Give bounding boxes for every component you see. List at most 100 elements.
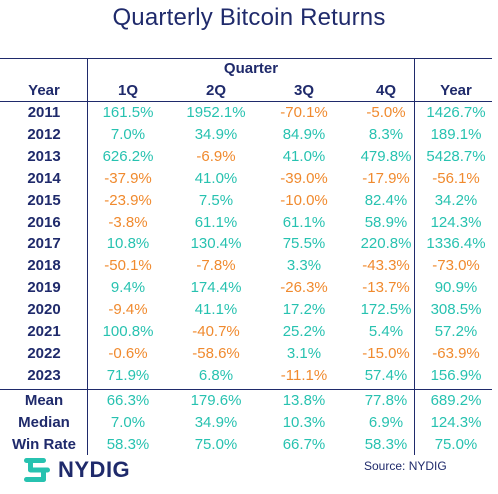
quarter-return-cell: 172.5% [360, 301, 412, 319]
quarter-return-cell: -10.0% [280, 191, 328, 209]
quarter-return-cell: 161.5% [102, 104, 154, 121]
year-label: 2023 [27, 366, 61, 384]
quarter-return-cell: 3.1% [286, 344, 322, 362]
year-label: 2016 [27, 213, 61, 231]
annual-return-cell: 1336.4% [426, 235, 486, 253]
quarter-return-cell: 61.1% [194, 213, 238, 231]
annual-return-cell: 90.9% [434, 279, 478, 297]
quarter-return-cell: -43.3% [362, 257, 410, 275]
annual-return-cell: 189.1% [430, 125, 482, 143]
logo-text: NYDIG [58, 457, 131, 482]
quarter-return-cell: -3.8% [108, 213, 148, 231]
header-rule [0, 101, 492, 102]
quarter-return-cell: 7.5% [198, 191, 234, 209]
quarter-group-header: Quarter [223, 60, 279, 77]
summary-value-cell: 58.3% [106, 435, 150, 453]
quarter-return-cell: -5.0% [366, 104, 406, 121]
annual-return-cell: 308.5% [430, 301, 482, 319]
annual-return-cell: 156.9% [430, 366, 482, 384]
annual-return-cell: 1426.7% [426, 104, 486, 121]
summary-annual-cell: 689.2% [430, 391, 482, 409]
quarter-return-cell: -17.9% [362, 169, 410, 187]
quarter-return-cell: 61.1% [282, 213, 326, 231]
summary-value-cell: 75.0% [194, 435, 238, 453]
source-note: Source: NYDIG [364, 459, 447, 473]
quarter-return-cell: 10.8% [106, 235, 150, 253]
year-label: 2017 [27, 235, 61, 253]
quarter-return-cell: 71.9% [106, 366, 150, 384]
quarter-return-cell: -26.3% [280, 279, 328, 297]
summary-rule [0, 388, 492, 390]
year-label: 2021 [27, 323, 61, 340]
quarter-return-cell: -9.4% [108, 301, 148, 319]
quarter-return-cell: 58.9% [364, 213, 408, 231]
quarter-return-cell: -58.6% [192, 344, 240, 362]
annual-return-cell: 34.2% [434, 191, 478, 209]
year-label: 2019 [27, 279, 61, 297]
quarter-return-cell: -37.9% [104, 169, 152, 187]
quarter-return-cell: 6.8% [198, 366, 234, 384]
quarter-return-cell: -15.0% [362, 344, 410, 362]
quarter-return-cell: 1952.1% [186, 104, 246, 121]
summary-value-cell: 34.9% [194, 413, 238, 431]
quarter-return-cell: 41.0% [194, 169, 238, 187]
quarter-return-cell: -6.9% [196, 147, 236, 165]
quarter-return-cell: 41.0% [282, 147, 326, 165]
quarter-return-cell: 130.4% [190, 235, 242, 253]
annual-return-cell: 5428.7% [426, 147, 486, 165]
quarter-return-cell: 75.5% [282, 235, 326, 253]
quarter-return-cell: -11.1% [280, 366, 328, 384]
quarter-return-cell: 174.4% [190, 279, 242, 297]
year-column-header: Year [28, 82, 60, 99]
quarter-column-header: 1Q [117, 82, 138, 99]
year-label: 2020 [27, 301, 61, 319]
summary-value-cell: 58.3% [364, 435, 408, 453]
summary-value-cell: 13.8% [282, 391, 326, 409]
summary-annual-cell: 124.3% [430, 413, 482, 431]
annual-column-header: Year [440, 82, 472, 99]
quarter-return-cell: -70.1% [280, 104, 328, 121]
year-label: 2014 [27, 169, 61, 187]
quarter-column-header: 3Q [293, 82, 314, 99]
quarter-return-cell: 9.4% [110, 279, 146, 297]
annual-return-cell: 124.3% [430, 213, 482, 231]
quarter-return-cell: 7.0% [110, 125, 146, 143]
quarter-return-cell: 25.2% [282, 323, 326, 340]
summary-value-cell: 179.6% [190, 391, 242, 409]
quarter-return-cell: 8.3% [368, 125, 404, 143]
quarter-return-cell: 82.4% [364, 191, 408, 209]
annual-return-cell: -73.0% [432, 257, 480, 275]
year-label: 2015 [27, 191, 61, 209]
quarter-return-cell: -7.8% [196, 257, 236, 275]
quarter-return-cell: 84.9% [282, 125, 326, 143]
summary-value-cell: 10.3% [282, 413, 326, 431]
nydig-logo-icon [24, 458, 50, 482]
quarter-return-cell: 41.1% [194, 301, 238, 319]
nydig-logo: NYDIG [22, 454, 130, 486]
summary-label: Mean [24, 391, 64, 409]
quarter-return-cell: 626.2% [102, 147, 154, 165]
quarter-return-cell: 57.4% [364, 366, 408, 384]
quarter-return-cell: 3.3% [286, 257, 322, 275]
year-label: 2022 [27, 344, 61, 362]
quarter-return-cell: 220.8% [360, 235, 412, 253]
quarter-column-header: 2Q [205, 82, 226, 99]
year-label: 2012 [27, 125, 61, 143]
quarter-return-cell: -23.9% [104, 191, 152, 209]
summary-label: Win Rate [11, 435, 77, 453]
annual-return-cell: 57.2% [434, 323, 478, 340]
quarter-return-cell: -50.1% [104, 257, 152, 275]
summary-annual-cell: 75.0% [434, 435, 478, 453]
chart-title: Quarterly Bitcoin Returns [112, 4, 386, 31]
summary-value-cell: 7.0% [110, 413, 146, 431]
year-column-divider [87, 58, 88, 456]
year-label: 2011 [27, 104, 61, 121]
year-label: 2013 [27, 147, 61, 165]
summary-value-cell: 66.3% [106, 391, 150, 409]
annual-return-cell: -56.1% [432, 169, 480, 187]
annual-column-divider [414, 58, 415, 456]
quarter-return-cell: -13.7% [362, 279, 410, 297]
quarter-return-cell: -0.6% [108, 344, 148, 362]
quarter-column-header: 4Q [375, 82, 396, 99]
year-label: 2018 [27, 257, 61, 275]
